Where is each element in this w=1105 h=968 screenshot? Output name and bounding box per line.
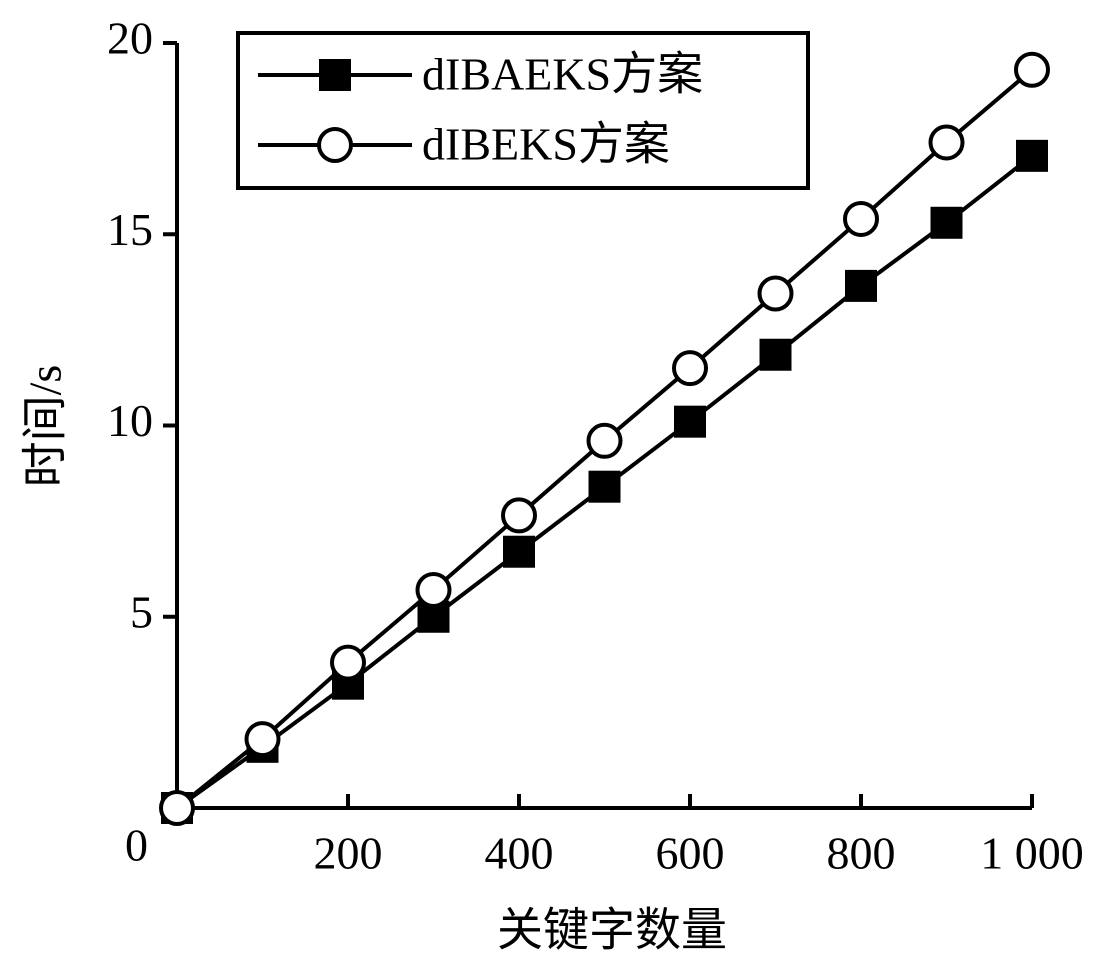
- y-tick-label: 15: [107, 204, 153, 255]
- marker: [930, 206, 963, 239]
- marker: [1014, 51, 1050, 88]
- marker: [159, 790, 195, 826]
- marker: [674, 405, 706, 438]
- marker: [672, 350, 708, 387]
- y-tick-label: 20: [107, 13, 153, 64]
- y-axis-label: 时间/s: [20, 365, 71, 488]
- y-tick-label: 10: [107, 395, 153, 446]
- marker: [588, 470, 621, 503]
- legend-label: dIBEKS方案: [422, 119, 670, 170]
- marker: [845, 269, 877, 302]
- legend-marker: [319, 59, 351, 91]
- x-tick-label: 400: [485, 828, 554, 879]
- marker: [501, 497, 537, 534]
- marker: [330, 644, 366, 681]
- x-axis-label: 关键字数量: [497, 905, 727, 956]
- marker: [586, 422, 623, 459]
- x-tick-label: 200: [314, 828, 383, 879]
- x-tick-label: 600: [656, 828, 725, 879]
- marker: [244, 721, 281, 758]
- y-tick-label: 0: [125, 820, 148, 871]
- marker: [759, 338, 792, 371]
- legend-marker: [317, 127, 353, 163]
- legend-label: dIBAEKS方案: [422, 49, 703, 100]
- marker: [928, 124, 965, 161]
- marker: [415, 571, 452, 608]
- marker: [843, 200, 879, 237]
- marker: [1016, 139, 1048, 172]
- marker: [757, 275, 794, 312]
- x-tick-label: 800: [827, 828, 896, 879]
- y-tick-label: 5: [130, 586, 153, 637]
- x-tick-label: 1 000: [980, 828, 1084, 879]
- marker: [503, 535, 535, 568]
